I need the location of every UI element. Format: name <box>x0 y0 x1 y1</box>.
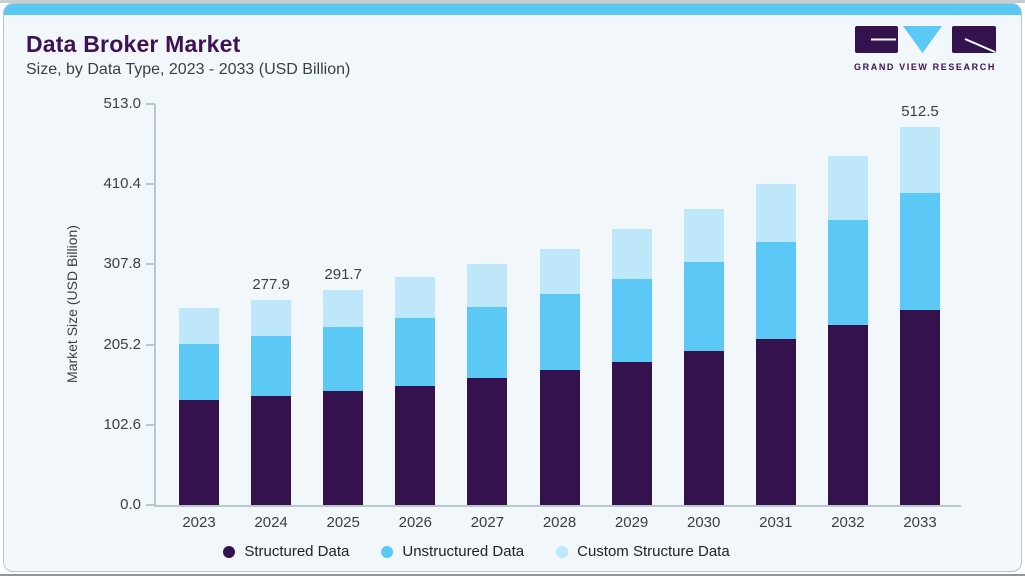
bar-2032 <box>827 155 868 505</box>
bar-segment-unstructured-data <box>755 241 796 340</box>
legend-color-dot <box>381 545 394 558</box>
y-axis-tick-label: 410.4 <box>103 175 141 193</box>
legend-color-dot <box>556 545 569 558</box>
x-axis-label: 2025 <box>326 514 360 531</box>
y-axis-tick <box>146 183 155 186</box>
x-axis-label: 2033 <box>903 514 937 531</box>
bar-2029 <box>611 229 652 505</box>
bar-2023 <box>179 308 219 505</box>
bar-total-label: 291.7 <box>324 266 362 284</box>
chart-legend: Structured Data Unstructured Data Custom S… <box>4 543 985 560</box>
bar-segment-structured-data <box>827 324 868 505</box>
bar-segment-unstructured-data <box>827 219 868 325</box>
y-axis-tick-label: 307.8 <box>103 255 141 273</box>
bar-segment-structured-data <box>323 390 364 505</box>
x-axis-label: 2024 <box>254 514 288 531</box>
y-axis-tick-label: 102.6 <box>103 415 141 433</box>
bar-segment-structured-data <box>395 385 436 505</box>
gvr-logo-text: GRAND VIEW RESEARCH <box>854 62 996 72</box>
bar-segment-unstructured-data <box>323 327 364 391</box>
y-axis-tick-label: 0.0 <box>120 496 141 513</box>
bar-segment-unstructured-data <box>900 193 940 310</box>
legend-item-unstructured-data: Unstructured Data <box>381 543 524 560</box>
bar-segment-unstructured-data <box>395 317 436 386</box>
bar-2030 <box>683 209 724 505</box>
bar-total-label: 512.5 <box>901 103 939 121</box>
card-accent-strip <box>4 4 1021 15</box>
y-axis-tick <box>146 343 155 346</box>
x-axis-label: 2030 <box>687 514 721 531</box>
bar-segment-unstructured-data <box>467 307 508 379</box>
x-axis-label: 2031 <box>759 514 793 531</box>
y-axis-tick <box>146 423 155 426</box>
legend-item-custom-structure-data: Custom Structure Data <box>556 543 730 560</box>
legend-color-dot <box>223 545 236 558</box>
bar-segment-structured-data <box>611 361 652 505</box>
bar-segment-custom-structure-data <box>539 248 580 294</box>
bar-2026 <box>395 277 436 505</box>
page-subtitle: Size, by Data Type, 2023 - 2033 (USD Bil… <box>26 61 351 78</box>
bar-segment-custom-structure-data <box>755 184 796 242</box>
bar-2024 <box>251 300 292 505</box>
x-axis-label: 2032 <box>831 514 865 531</box>
chart-card: Data Broker Market Size, by Data Type, 2… <box>3 3 1022 572</box>
bar-2025 <box>323 290 364 505</box>
gvr-logo: GRAND VIEW RESEARCH <box>851 26 999 72</box>
x-axis-label: 2029 <box>614 514 649 531</box>
bar-segment-structured-data <box>755 339 796 505</box>
bar-segment-unstructured-data <box>611 278 652 362</box>
bar-segment-custom-structure-data <box>827 155 868 220</box>
bar-segment-structured-data <box>467 378 508 505</box>
bar-segment-custom-structure-data <box>395 277 436 318</box>
y-axis-title: Market Size (USD Billion) <box>64 225 80 383</box>
bar-segment-structured-data <box>900 310 940 505</box>
bar-segment-custom-structure-data <box>467 263 508 308</box>
bar-segment-unstructured-data <box>683 262 724 351</box>
bar-total-label: 277.9 <box>252 276 290 294</box>
x-axis-label: 2023 <box>182 514 216 531</box>
gvr-logo-icon <box>854 26 996 53</box>
bar-segment-structured-data <box>179 399 219 505</box>
bar-segment-unstructured-data <box>251 336 292 396</box>
bar-segment-unstructured-data <box>179 344 219 400</box>
bar-segment-custom-structure-data <box>323 290 364 328</box>
bar-segment-custom-structure-data <box>683 209 724 263</box>
page-title: Data Broker Market <box>26 31 241 57</box>
bar-segment-structured-data <box>683 350 724 505</box>
bar-2031 <box>755 184 796 505</box>
bar-2033 <box>900 127 940 505</box>
bar-segment-custom-structure-data <box>900 127 940 194</box>
legend-label: Unstructured Data <box>402 543 525 560</box>
x-axis-label: 2028 <box>542 514 577 531</box>
bar-segment-custom-structure-data <box>179 308 219 345</box>
bar-segment-structured-data <box>539 369 580 505</box>
y-axis-tick <box>146 504 155 506</box>
y-axis-tick-label: 513.0 <box>103 95 141 112</box>
bar-segment-custom-structure-data <box>251 300 292 337</box>
legend-label: Structured Data <box>244 543 350 560</box>
y-axis-tick <box>146 263 155 266</box>
window-top-edge <box>0 0 1025 3</box>
bar-segment-custom-structure-data <box>611 229 652 279</box>
bar-2027 <box>467 263 508 505</box>
bar-2028 <box>539 248 580 505</box>
x-axis-label: 2027 <box>470 514 505 531</box>
bar-segment-structured-data <box>251 395 292 505</box>
bar-segment-unstructured-data <box>539 293 580 370</box>
plot-area: 0.0 102.6 205.2 307.8 410.4 513.0 2023 2024 277.… <box>103 95 961 531</box>
legend-item-structured-data: Structured Data <box>223 543 349 560</box>
legend-label: Custom Structure Data <box>577 543 730 560</box>
y-axis-tick <box>146 103 155 105</box>
x-axis-label: 2026 <box>398 514 432 531</box>
y-axis-tick-label: 205.2 <box>103 335 141 353</box>
window-bottom-edge <box>0 574 1025 576</box>
